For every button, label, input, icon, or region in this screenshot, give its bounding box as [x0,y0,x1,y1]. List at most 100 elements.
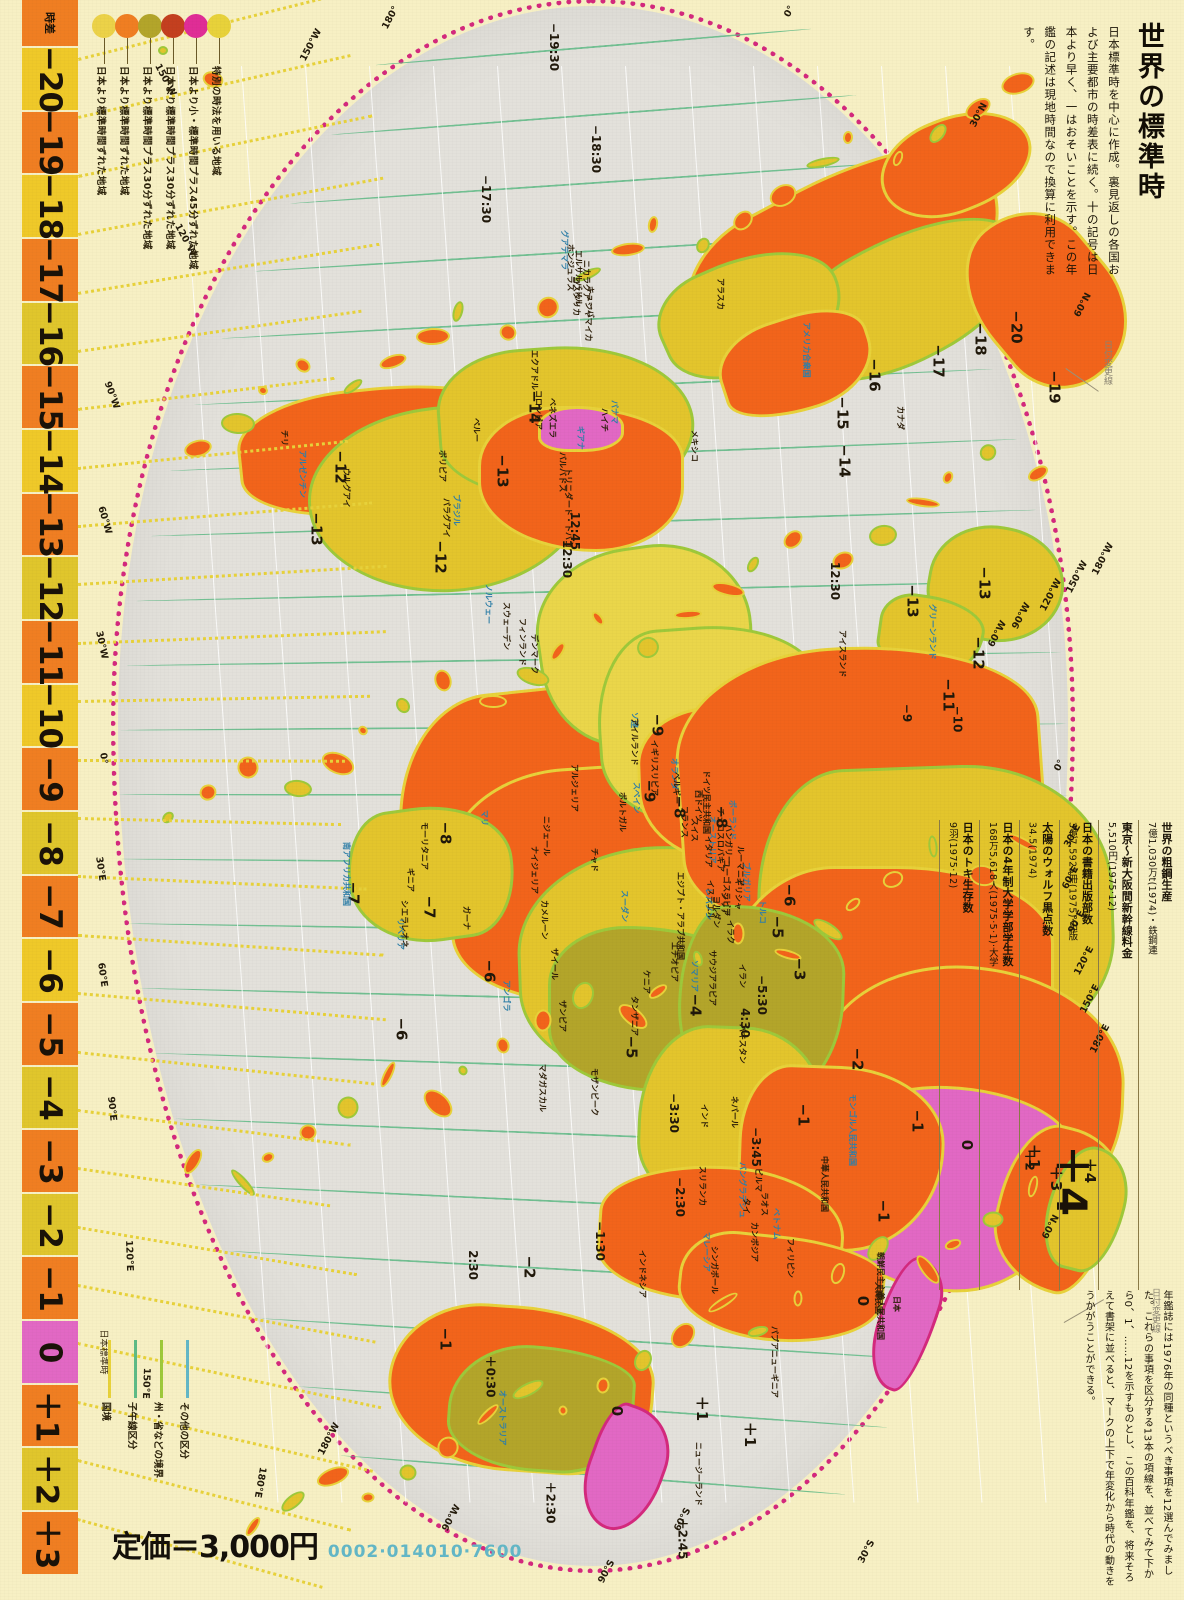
scale-cell-0[interactable]: 0 日本標準時 [22,1321,108,1385]
timezone-offset-label: −12 [969,636,988,670]
scale-cell-minus11[interactable]: −11 [22,619,78,685]
timezone-offset-label: −13 [307,512,326,546]
graticule-degree-label: 60°E [95,962,110,988]
country-label: 大韓民国 [874,1282,883,1314]
scale-cell-value: −20 [32,45,68,112]
country-label: ジャマイカ [584,302,593,342]
country-label: リビア [650,772,659,796]
country-label: トルコ [758,900,767,924]
scale-cell-minus19[interactable]: −19 [22,109,78,176]
timezone-offset-label: −14 [835,444,854,478]
timezone-offset-label: 12:30 [828,561,843,601]
country-label: ネパール [730,1096,739,1128]
statistic-title: 日本の4年制大学学部学生数 [1000,822,1014,967]
island-dot [478,694,508,709]
scale-cell-minus10[interactable]: −10 [22,682,78,749]
scale-cell-minus13[interactable]: −13 [22,491,78,558]
footnote-paragraph: 年鑑誌には1976年の同種というべき事項を12選んでみました。これらの事項を区分… [1083,1290,1172,1587]
legend-line-sample [186,1340,189,1398]
scale-cell-plus3[interactable]: ＋3 [22,1512,78,1576]
scale-cell-minus12[interactable]: −12 [22,555,78,621]
legend-line-label: 国境 [100,1402,111,1422]
graticule-degree-label: 30°E [93,856,108,882]
timezone-offset-label: −4 [686,993,705,1017]
scale-cell-minus2[interactable]: −2 [22,1193,78,1258]
timezone-offset-label: −12 [431,540,450,574]
timezone-offset-label: 0 [608,1405,627,1417]
country-label: ベルギー [672,772,681,804]
graticule-degree-label: 180°W [1090,541,1117,578]
timezone-offset-label: −9 [900,703,915,723]
legend-stem [219,38,220,64]
scale-cell-minus6[interactable]: −6 [22,939,78,1003]
country-label: スウェーデン [502,602,511,650]
scale-cell-value: −7 [32,883,68,930]
timezone-offset-label: −18 [971,322,990,356]
country-label: ザンビア [558,1000,567,1032]
scale-cell-plus2[interactable]: ＋2 [22,1448,78,1513]
country-label: イラク [726,920,735,944]
timezone-offset-label: −18:30 [589,124,604,174]
legend-color-dot [138,14,162,38]
scale-cell-minus3[interactable]: −3 [22,1130,78,1194]
scale-guide-line [77,758,345,763]
scale-cell-minus4[interactable]: −4 [22,1066,78,1131]
scale-cell-minus17[interactable]: −17 [22,236,78,303]
legend-label: 日本より標準時間ずれた地域 [95,66,106,196]
graticule-degree-label: 120°E [123,1240,136,1272]
country-label: エクアドル [530,350,539,390]
scale-cell-value: −9 [32,756,68,802]
scale-cell-minus15[interactable]: −15 [22,364,78,430]
scale-cell-value: −5 [32,1010,68,1057]
scale-cell-minus14[interactable]: −14 [22,428,78,494]
scale-cell-minus1[interactable]: −1 [22,1257,78,1322]
country-label: インド [700,1104,709,1128]
timezone-offset-label: −2 [848,1047,867,1071]
scale-cell-value: 0 [32,1341,68,1363]
scale-cell-minus18[interactable]: −18 [22,173,78,239]
country-label: アルゼンチン [298,450,307,498]
scale-cell-minus20[interactable]: −20 [22,45,78,112]
country-label: パナマ [610,400,619,424]
scale-cell-minus8[interactable]: −8 [22,811,78,876]
title-description: 日本標準時を中心に作成。裏見返しの各国および主要都市の時差表に続く。十の記号は日… [1021,26,1121,276]
country-label: シンガポール [710,1246,719,1294]
timezone-offset-label: −2:30 [672,1177,687,1217]
country-label: マリ [480,810,489,826]
scale-cell-minus7[interactable]: −7 [22,875,78,940]
timezone-offset-label: −16 [865,358,884,392]
country-label: パキスタン [738,1024,747,1064]
scale-cell-value: −17 [32,236,68,303]
timezone-offset-label: −17:30 [479,174,494,224]
scale-cell-value: −13 [32,491,68,558]
country-label: グアテマラ [560,230,569,270]
legend-line-sample [134,1340,137,1398]
scale-cell-value: ＋1 [28,1390,65,1441]
country-label: タイ [742,1198,751,1214]
country-label: インドネシア [638,1250,647,1298]
timezone-offset-label: ＋1 [741,1421,760,1448]
statistic-value: 3億7,5925冊(1975)·出版 [1066,822,1078,942]
timezone-offset-label: −5:30 [754,975,769,1015]
country-label: ニジェール [542,816,551,856]
scale-cell-value: −10 [32,682,68,749]
scale-cell-plus1[interactable]: ＋1 [22,1384,78,1449]
statistic-item: 太陽のウォルフ黒点数 34.5(1974) [1018,820,1059,1290]
scale-cell-minus16[interactable]: −16 [22,300,78,367]
country-label: モンゴル人民共和国 [848,1094,857,1166]
country-label: ザイール [550,948,559,980]
timezone-offset-label: −1:30 [592,1221,607,1261]
country-label: ニュージーランド [694,1442,703,1506]
country-label: アイルランド [630,718,639,766]
scale-cell-minus5[interactable]: −5 [22,1002,78,1067]
country-label: レバノン [704,888,713,920]
island-dot [361,1491,375,1504]
statistic-value: 7億1,030万t(1974)・鉄鋼連 [1145,822,1157,956]
statistic-title: 日本のトキ生存数 [961,822,975,914]
island-dot [158,46,168,55]
country-label: 日本 [892,1296,901,1312]
scale-cell-minus9[interactable]: −9 [22,748,78,812]
country-label: パラグアイ [442,498,451,538]
country-label: ラオス [760,1192,769,1216]
scale-cell-value: −2 [32,1201,68,1248]
